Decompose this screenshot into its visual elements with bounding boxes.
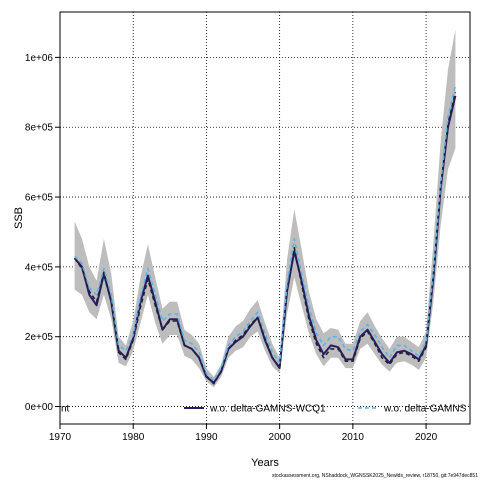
y-tick-label-400000: 4e+05 <box>25 262 54 273</box>
x-tick-label-2020: 2020 <box>415 432 438 443</box>
y-tick-label-200000: 2e+05 <box>25 332 54 343</box>
y-tick-label-1000000: 1e+06 <box>25 53 54 64</box>
x-tick-label-1970: 1970 <box>49 432 72 443</box>
x-tick-label-1990: 1990 <box>195 432 218 443</box>
series-lines <box>73 85 457 385</box>
legend-label-2: w.o. delta-GAMNS <box>383 404 467 415</box>
legend: nt w.o. delta-GAMNS-WCQ1 w.o. delta-GAMNS <box>61 404 467 415</box>
x-tick-label-2000: 2000 <box>269 432 292 443</box>
series-line-1 <box>73 92 457 385</box>
y-axis: 0e+00 2e+05 4e+05 6e+05 8e+05 1e+06 <box>25 53 60 413</box>
legend-label-1: w.o. delta-GAMNS-WCQ1 <box>209 404 326 415</box>
y-tick-label-800000: 8e+05 <box>25 123 54 134</box>
y-axis-label: SSB <box>13 207 25 229</box>
legend-label-0: nt <box>61 404 70 415</box>
confidence-band <box>74 29 456 388</box>
y-tick-label-600000: 6e+05 <box>25 193 54 204</box>
x-axis: 1970 1980 1990 2000 2010 2020 <box>49 424 438 443</box>
y-tick-label-0: 0e+00 <box>25 402 54 413</box>
footer-note: stockassessment.org, NShaddock_WGNSSK202… <box>272 473 478 479</box>
x-tick-label-1980: 1980 <box>122 432 145 443</box>
series-line-2 <box>74 85 457 382</box>
plot-frame <box>59 11 471 425</box>
x-tick-label-2010: 2010 <box>342 432 365 443</box>
x-axis-label: Years <box>251 457 279 469</box>
